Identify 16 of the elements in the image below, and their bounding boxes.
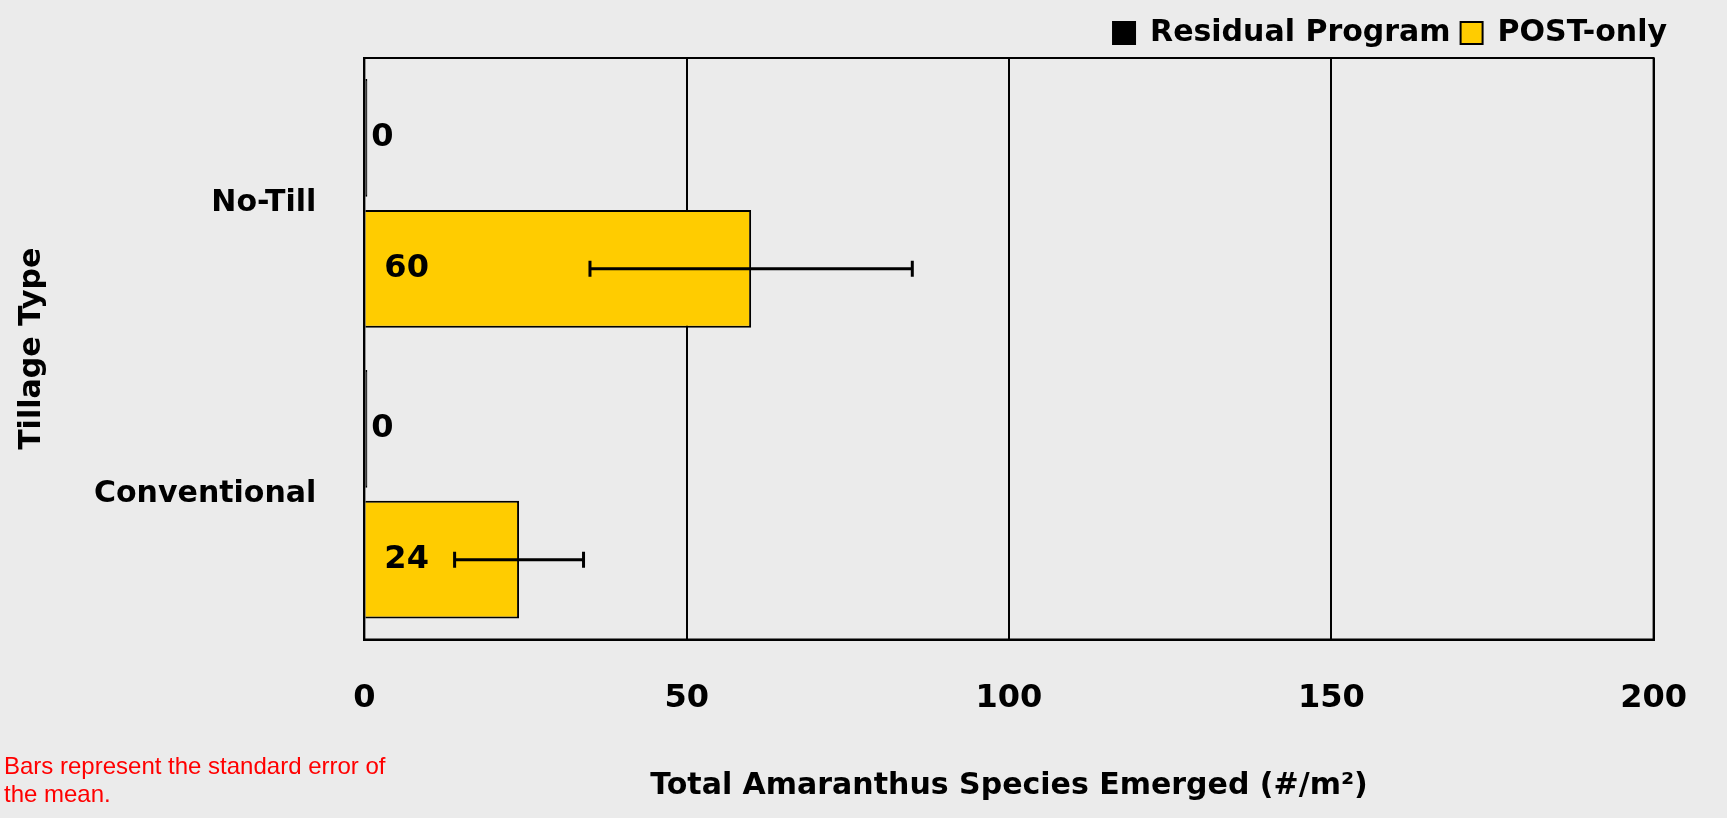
x-tick-label: 200 <box>1620 677 1687 716</box>
y-axis-title: Tillage Type <box>11 247 47 450</box>
x-tick-label: 100 <box>975 677 1043 716</box>
x-tick-label: 50 <box>664 677 709 716</box>
data-label: 0 <box>371 116 394 155</box>
y-tick-label: Conventional <box>93 474 317 509</box>
data-label: 24 <box>384 537 429 576</box>
x-axis-title: Total Amaranthus Species Emerged (#/m²) <box>650 765 1368 801</box>
data-label: 0 <box>371 407 394 446</box>
legend-label: POST-only <box>1497 12 1668 48</box>
legend-label: Residual Program <box>1150 12 1451 48</box>
y-tick-label: No-Till <box>211 183 317 219</box>
x-tick-label: 150 <box>1297 677 1365 716</box>
x-tick-label: 0 <box>353 677 376 716</box>
text: Bars represent the standard error of the mean. <box>4 752 387 808</box>
data-label: 60 <box>384 247 429 286</box>
